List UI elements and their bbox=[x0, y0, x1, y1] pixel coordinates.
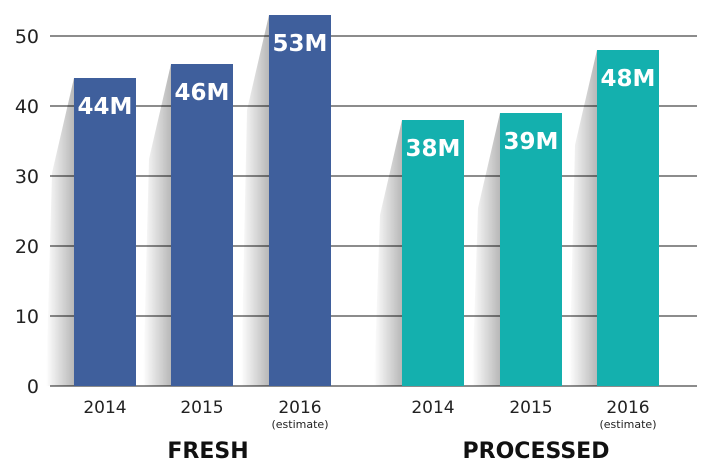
bar-value-labels: 44M 46M 53M 38M 39M 48M bbox=[78, 31, 656, 162]
x-category-label: 2015 bbox=[509, 398, 552, 418]
bar-value-label: 48M bbox=[601, 66, 656, 92]
bar bbox=[402, 120, 464, 386]
y-tick-label: 20 bbox=[15, 236, 39, 258]
bar-value-label: 38M bbox=[406, 136, 461, 162]
x-category-label: 2014 bbox=[83, 398, 126, 418]
group-label: FRESH bbox=[167, 439, 248, 464]
bar-shadow bbox=[46, 78, 74, 386]
x-category-label: 2016 bbox=[278, 398, 321, 418]
bar-shadow bbox=[569, 50, 597, 386]
x-category-note: (estimate) bbox=[600, 418, 657, 431]
y-tick-label: 0 bbox=[27, 376, 39, 398]
x-category-label: 2014 bbox=[411, 398, 454, 418]
bar-shadows bbox=[46, 15, 597, 386]
bars bbox=[74, 15, 659, 386]
bar bbox=[500, 113, 562, 386]
bar-value-label: 53M bbox=[273, 31, 328, 57]
bar-value-label: 39M bbox=[504, 129, 559, 155]
bar-shadow bbox=[143, 64, 171, 386]
bar-shadow bbox=[241, 15, 269, 386]
x-category-label: 2015 bbox=[180, 398, 223, 418]
x-axis-categories: 2014 2015 2016(estimate)2014 2015 2016(estim… bbox=[83, 398, 656, 431]
bar bbox=[269, 15, 331, 386]
x-category-label: 2016 bbox=[606, 398, 649, 418]
y-tick-label: 30 bbox=[15, 166, 39, 188]
bar-value-label: 44M bbox=[78, 94, 133, 120]
x-category-note: (estimate) bbox=[272, 418, 329, 431]
bar-shadow bbox=[472, 113, 500, 386]
group-label: PROCESSED bbox=[463, 439, 610, 464]
y-tick-label: 10 bbox=[15, 306, 39, 328]
bar bbox=[171, 64, 233, 386]
bar-shadow bbox=[374, 120, 402, 386]
y-tick-label: 50 bbox=[15, 26, 39, 48]
bar bbox=[597, 50, 659, 386]
bar bbox=[74, 78, 136, 386]
y-axis-ticks: 0 10 20 30 40 50 bbox=[15, 26, 39, 398]
y-tick-label: 40 bbox=[15, 96, 39, 118]
group-labels: FRESH PROCESSED bbox=[167, 439, 609, 464]
bar-value-label: 46M bbox=[175, 80, 230, 106]
